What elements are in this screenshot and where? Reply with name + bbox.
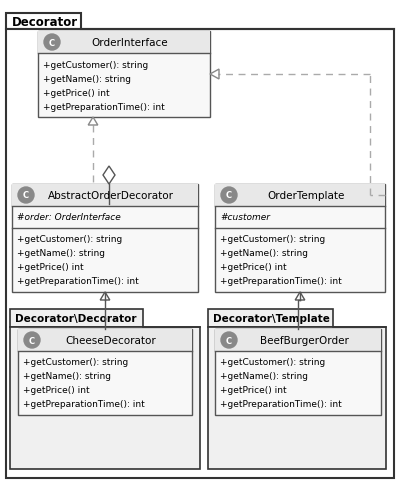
Text: BeefBurgerOrder: BeefBurgerOrder (260, 335, 348, 345)
Text: +getPreparationTime(): int: +getPreparationTime(): int (220, 400, 342, 408)
Text: CheeseDecorator: CheeseDecorator (66, 335, 156, 345)
Polygon shape (208, 309, 333, 327)
Text: +getPrice() int: +getPrice() int (220, 386, 287, 394)
Text: Decorator\Template: Decorator\Template (213, 313, 330, 323)
Text: +getPrice() int: +getPrice() int (220, 263, 287, 272)
Bar (10, 327, 200, 469)
Text: C: C (49, 38, 55, 47)
Text: +getPreparationTime(): int: +getPreparationTime(): int (23, 400, 145, 408)
Text: +getCustomer(): string: +getCustomer(): string (23, 358, 128, 367)
Text: +getName(): string: +getName(): string (43, 75, 131, 83)
Bar (215, 184, 385, 207)
Text: Decorator: Decorator (12, 15, 78, 29)
Text: OrderInterface: OrderInterface (92, 38, 168, 48)
Circle shape (18, 188, 34, 204)
Text: +getPreparationTime(): int: +getPreparationTime(): int (43, 102, 165, 111)
Bar (208, 327, 386, 469)
Text: +getCustomer(): string: +getCustomer(): string (43, 60, 148, 69)
Text: OrderTemplate: OrderTemplate (267, 191, 345, 200)
Bar (12, 184, 198, 292)
Text: +getPreparationTime(): int: +getPreparationTime(): int (220, 277, 342, 286)
Text: +getPrice() int: +getPrice() int (23, 386, 90, 394)
Text: +getPrice() int: +getPrice() int (43, 88, 110, 97)
Polygon shape (10, 309, 143, 327)
Text: AbstractOrderDecorator: AbstractOrderDecorator (48, 191, 174, 200)
Circle shape (221, 188, 237, 204)
Text: +getCustomer(): string: +getCustomer(): string (220, 358, 325, 367)
Text: C: C (226, 191, 232, 200)
Polygon shape (6, 14, 81, 30)
Bar (215, 329, 381, 351)
Circle shape (24, 333, 40, 348)
Text: +getName(): string: +getName(): string (220, 249, 308, 258)
Text: +getCustomer(): string: +getCustomer(): string (220, 235, 325, 244)
Bar (18, 329, 192, 351)
Text: +getPreparationTime(): int: +getPreparationTime(): int (17, 277, 139, 286)
Text: +getName(): string: +getName(): string (23, 372, 111, 381)
Text: +getCustomer(): string: +getCustomer(): string (17, 235, 122, 244)
Bar (215, 329, 381, 415)
Bar (12, 184, 198, 207)
Text: #customer: #customer (220, 213, 270, 222)
Bar (38, 32, 210, 54)
Circle shape (221, 333, 237, 348)
Bar (38, 32, 210, 118)
Circle shape (44, 35, 60, 51)
Text: +getName(): string: +getName(): string (220, 372, 308, 381)
Bar (18, 329, 192, 415)
Text: C: C (226, 336, 232, 345)
Text: #order: OrderInterface: #order: OrderInterface (17, 213, 121, 222)
Text: C: C (23, 191, 29, 200)
Text: Decorator\Decorator: Decorator\Decorator (15, 313, 136, 323)
Text: C: C (29, 336, 35, 345)
Text: +getName(): string: +getName(): string (17, 249, 105, 258)
Text: +getPrice() int: +getPrice() int (17, 263, 84, 272)
Bar (215, 184, 385, 292)
